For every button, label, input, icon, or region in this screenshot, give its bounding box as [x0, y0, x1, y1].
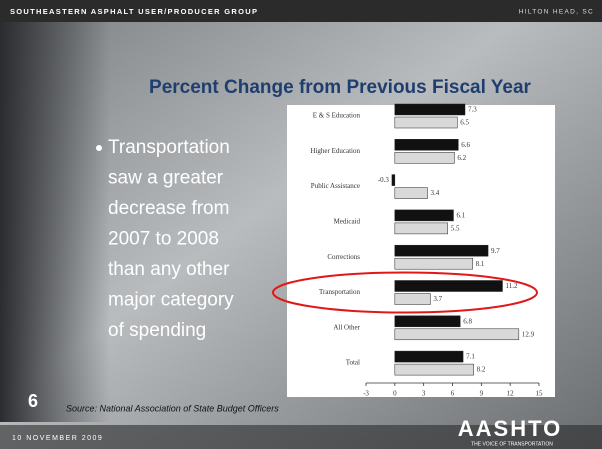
value-label: -0.3 — [378, 176, 390, 184]
value-label: 7.3 — [468, 106, 477, 114]
bar — [394, 139, 459, 151]
category-label: Public Assistance — [311, 182, 360, 190]
category-label: Medicaid — [334, 218, 361, 226]
bullet-text: Transportation saw a greater decrease from… — [108, 137, 234, 341]
source: Source: National Association of State Bu… — [66, 403, 279, 413]
header-bar — [0, 0, 602, 22]
bullet-line: than any other — [108, 259, 230, 280]
x-tick-label: 0 — [393, 390, 397, 398]
bar — [394, 152, 455, 164]
value-label: 3.4 — [431, 189, 440, 197]
bar — [394, 116, 458, 129]
value-label: 3.7 — [433, 295, 442, 303]
bar — [394, 363, 474, 376]
x-tick-label: 15 — [536, 390, 544, 398]
bullet-line: decrease from — [108, 198, 229, 219]
category-label: Higher Education — [310, 147, 360, 155]
footer-date: 10 NOVEMBER 2009 — [12, 435, 103, 442]
bar — [394, 328, 520, 341]
logo-tagline: THE VOICE OF TRANSPORTATION — [471, 441, 553, 447]
background-shade — [0, 22, 110, 422]
x-tick-label: 6 — [451, 390, 455, 398]
slide-number: 6 — [28, 391, 38, 411]
category-label: Corrections — [327, 253, 360, 261]
bar — [394, 103, 466, 116]
value-label: 6.8 — [463, 317, 472, 325]
bar — [394, 244, 489, 257]
bullet-dot — [96, 145, 102, 151]
chart: -3 0 3 6 9 12 15 E & S Education 7.3 6.5 Higher Ed… — [272, 103, 544, 398]
value-label: 6.1 — [456, 212, 465, 220]
bar — [394, 315, 461, 328]
value-label: 12.9 — [522, 330, 535, 338]
bullet-line: Transportation — [108, 137, 230, 158]
x-tick-label: 12 — [507, 390, 515, 398]
header-right: HILTON HEAD, SC — [519, 9, 594, 16]
value-label: 8.2 — [477, 366, 486, 374]
value-label: 11.2 — [505, 282, 517, 290]
bar — [394, 257, 473, 270]
value-label: 6.5 — [460, 119, 469, 127]
bar — [394, 293, 431, 305]
category-label: All Other — [333, 323, 360, 331]
bar — [394, 280, 503, 292]
x-tick-label: -3 — [363, 390, 369, 398]
x-tick-label: 3 — [422, 390, 426, 398]
bar — [394, 222, 448, 235]
value-label: 5.5 — [451, 225, 460, 233]
bullet-line: 2007 to 2008 — [108, 229, 219, 250]
footer-bar — [0, 425, 602, 449]
value-label: 7.1 — [466, 353, 475, 361]
value-label: 6.6 — [461, 141, 470, 149]
category-label: E & S Education — [313, 112, 361, 120]
x-tick-label: 9 — [480, 390, 484, 398]
bar — [391, 174, 396, 186]
value-label: 8.1 — [476, 260, 485, 268]
category-label: Transportation — [319, 288, 360, 296]
bar — [394, 209, 454, 222]
slide-title: Percent Change from Previous Fiscal Year — [149, 77, 532, 98]
value-label: 9.7 — [491, 247, 500, 255]
logo: AASHTO — [458, 416, 563, 441]
bar — [394, 350, 464, 363]
value-label: 6.2 — [457, 154, 466, 162]
bar — [394, 187, 428, 199]
bullet-line: of spending — [108, 320, 206, 341]
bullet-line: major category — [108, 290, 234, 311]
bullet-line: saw a greater — [108, 168, 224, 189]
category-label: Total — [346, 359, 360, 367]
highlight-ring — [272, 271, 538, 314]
header-left: SOUTHEASTERN ASPHALT USER/PRODUCER GROUP — [10, 7, 258, 16]
